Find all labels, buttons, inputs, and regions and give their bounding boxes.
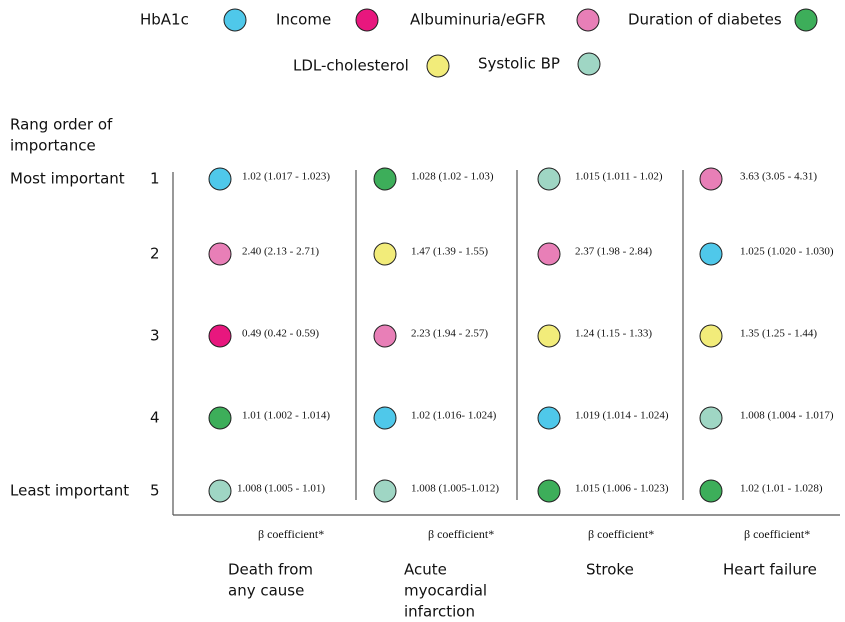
coefficient-text: 1.01 (1.002 - 1.014) bbox=[242, 410, 330, 422]
factor-circle bbox=[208, 479, 232, 503]
legend-swatch bbox=[576, 8, 600, 32]
factor-circle bbox=[537, 324, 561, 348]
factor-circle bbox=[699, 406, 723, 430]
factor-circle bbox=[537, 242, 561, 266]
coefficient-text: 1.02 (1.017 - 1.023) bbox=[242, 171, 330, 183]
rank-header: importance bbox=[10, 137, 96, 155]
rank-number: 1 bbox=[150, 170, 160, 188]
factor-circle bbox=[373, 406, 397, 430]
legend-label: HbA1c bbox=[140, 11, 189, 29]
factor-circle bbox=[208, 242, 232, 266]
factor-circle bbox=[373, 479, 397, 503]
outcome-label: infarction bbox=[404, 603, 475, 621]
rank-number: 4 bbox=[150, 409, 160, 427]
rank-number: 5 bbox=[150, 482, 160, 500]
rank-number: 3 bbox=[150, 327, 160, 345]
legend-swatch bbox=[577, 52, 601, 76]
rank-label: Most important bbox=[10, 170, 125, 188]
factor-circle bbox=[373, 167, 397, 191]
legend-swatch bbox=[223, 8, 247, 32]
factor-circle bbox=[208, 324, 232, 348]
rank-header: Rang order of bbox=[10, 116, 113, 134]
coefficient-text: 2.37 (1.98 - 2.84) bbox=[575, 246, 652, 258]
coefficient-label: β coefficient* bbox=[258, 527, 324, 541]
coefficient-text: 3.63 (3.05 - 4.31) bbox=[740, 171, 817, 183]
legend-swatch bbox=[426, 54, 450, 78]
coefficient-text: 1.028 (1.02 - 1.03) bbox=[411, 171, 494, 183]
coefficient-text: 1.35 (1.25 - 1.44) bbox=[740, 328, 817, 340]
coefficient-text: 0.49 (0.42 - 0.59) bbox=[242, 328, 319, 340]
factor-circle bbox=[208, 406, 232, 430]
coefficient-text: 1.008 (1.004 - 1.017) bbox=[740, 410, 834, 422]
outcome-label: Heart failure bbox=[723, 561, 817, 579]
coefficient-text: 1.015 (1.011 - 1.02) bbox=[575, 171, 663, 183]
coefficient-text: 1.015 (1.006 - 1.023) bbox=[575, 483, 669, 495]
factor-circle bbox=[699, 324, 723, 348]
factor-circle bbox=[699, 479, 723, 503]
factor-circle bbox=[537, 167, 561, 191]
rank-label: Least important bbox=[10, 482, 129, 500]
factor-circle bbox=[699, 167, 723, 191]
coefficient-text: 1.008 (1.005-1.012) bbox=[411, 483, 499, 495]
coefficient-text: 1.019 (1.014 - 1.024) bbox=[575, 410, 669, 422]
coefficient-text: 1.47 (1.39 - 1.55) bbox=[411, 246, 488, 258]
coefficient-text: 1.025 (1.020 - 1.030) bbox=[740, 246, 834, 258]
legend-label: Albuminuria/eGFR bbox=[410, 11, 546, 29]
legend-swatch bbox=[355, 8, 379, 32]
coefficient-text: 1.02 (1.016- 1.024) bbox=[411, 410, 497, 422]
coefficient-text: 2.23 (1.94 - 2.57) bbox=[411, 328, 488, 340]
legend-label: LDL-cholesterol bbox=[293, 57, 409, 75]
coefficient-label: β coefficient* bbox=[744, 527, 810, 541]
factor-circle bbox=[208, 167, 232, 191]
coefficient-text: 1.008 (1.005 - 1.01) bbox=[237, 483, 325, 495]
factor-circle bbox=[373, 242, 397, 266]
coefficient-label: β coefficient* bbox=[428, 527, 494, 541]
factor-circle bbox=[373, 324, 397, 348]
coefficient-text: 1.24 (1.15 - 1.33) bbox=[575, 328, 652, 340]
coefficient-text: 1.02 (1.01 - 1.028) bbox=[740, 483, 823, 495]
outcome-label: Acute bbox=[404, 561, 447, 579]
legend-swatch bbox=[794, 8, 818, 32]
legend-label: Income bbox=[276, 11, 331, 29]
legend-label: Duration of diabetes bbox=[628, 11, 782, 29]
legend-label: Systolic BP bbox=[478, 55, 560, 73]
coefficient-text: 2.40 (2.13 - 2.71) bbox=[242, 246, 319, 258]
outcome-label: myocardial bbox=[404, 582, 487, 600]
factor-circle bbox=[537, 479, 561, 503]
factor-circle bbox=[537, 406, 561, 430]
outcome-label: any cause bbox=[228, 582, 304, 600]
coefficient-label: β coefficient* bbox=[588, 527, 654, 541]
rank-number: 2 bbox=[150, 245, 160, 263]
outcome-label: Death from bbox=[228, 561, 313, 579]
outcome-label: Stroke bbox=[586, 561, 634, 579]
factor-circle bbox=[699, 242, 723, 266]
